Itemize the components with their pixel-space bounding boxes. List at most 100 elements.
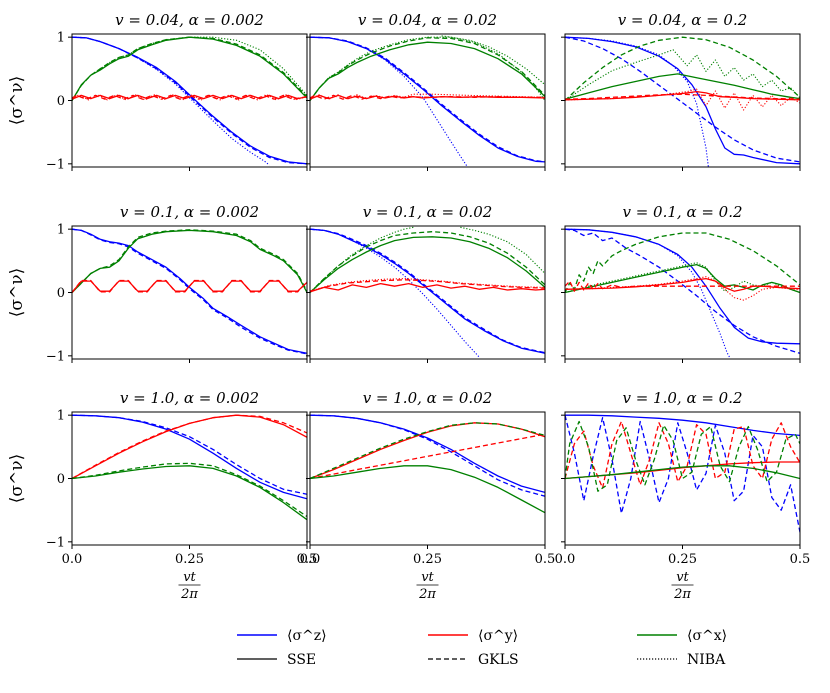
x-tick-label: 0.0 [300, 552, 321, 567]
series-line-z-gkls [565, 415, 800, 533]
axes-frame [71, 411, 308, 546]
axes-frame [71, 33, 308, 168]
panel-grid: v = 0.04, α = 0.002 1 0 −1 ⟨σ^ν⟩ v = 0.04, α … [7, 11, 810, 602]
legend-label: SSE [287, 652, 316, 668]
subplot: v = 1.0, α = 0.02 0.0 0.25 0.5 vt 2π [300, 389, 556, 602]
subplot-title: v = 0.04, α = 0.002 [115, 11, 264, 29]
series-line-y-niba [310, 278, 545, 292]
series-line-x-gkls [565, 232, 800, 293]
series-line-x-gkls [72, 462, 307, 518]
series-line-x-niba [441, 35, 545, 86]
legend-label: ⟨σ^x⟩ [687, 628, 727, 644]
axes-frame [564, 225, 801, 360]
y-tick-label: 0 [57, 286, 65, 301]
x-tick-label: 0.0 [555, 552, 576, 567]
subplot-title: v = 1.0, α = 0.02 [363, 389, 493, 407]
series-line-z-niba [310, 228, 480, 358]
series-line-x-niba [460, 226, 545, 274]
subplot-title: v = 0.1, α = 0.2 [622, 203, 742, 221]
legend-label: ⟨σ^z⟩ [287, 628, 327, 644]
y-tick-label: −1 [46, 535, 65, 550]
series-line-z-sse [565, 36, 800, 165]
subplot: v = 0.04, α = 0.02 [306, 11, 546, 171]
series-line-z-gkls [310, 414, 545, 497]
series-line-z-sse [72, 414, 307, 500]
series-line-y-sse [72, 94, 307, 100]
y-tick-label: 1 [57, 409, 65, 424]
subplot-title: v = 0.04, α = 0.02 [358, 11, 497, 29]
series-line-x-gkls [565, 36, 800, 101]
series-line-z-niba [565, 228, 730, 358]
series-line-y-gkls [310, 94, 545, 100]
subplot: v = 0.1, α = 0.2 [561, 203, 801, 363]
series-line-x-sse [72, 36, 307, 101]
series-line-x-gkls [72, 229, 307, 293]
series-line-x-gkls [565, 420, 800, 492]
x-axis-label-numerator: vt [676, 570, 689, 585]
subplot: v = 0.1, α = 0.002 1 0 −1 ⟨σ^ν⟩ [7, 203, 308, 364]
y-tick-label: 1 [57, 31, 65, 46]
y-tick-label: −1 [46, 157, 65, 172]
series-line-x-niba [310, 226, 414, 293]
series-line-z-sse [72, 36, 307, 165]
series-line-y-sse [72, 414, 307, 480]
axes-frame [309, 33, 546, 168]
series-line-z-sse [310, 414, 545, 494]
subplot-title: v = 0.1, α = 0.002 [120, 203, 259, 221]
series-line-y-sse [310, 422, 545, 480]
y-tick-label: 1 [57, 223, 65, 238]
series-line-y-gkls [72, 279, 307, 293]
subplot-title: v = 0.04, α = 0.2 [618, 11, 748, 29]
series-line-y-gkls [565, 420, 800, 489]
series-line-z-gkls [72, 228, 307, 355]
axes-frame [309, 225, 546, 360]
series-line-y-gkls [565, 280, 800, 292]
series-line-x-sse [565, 465, 800, 480]
series-line-z-niba [310, 36, 468, 167]
x-tick-label: 0.0 [62, 552, 83, 567]
legend: ⟨σ^z⟩ ⟨σ^y⟩ ⟨σ^x⟩ SSE GKLS NIBA [237, 628, 727, 668]
series-line-y-gkls [310, 433, 545, 480]
series-group [72, 36, 307, 166]
series-line-y-gkls [310, 279, 545, 292]
series-line-y-gkls [72, 414, 307, 480]
series-line-y-niba [310, 93, 545, 100]
series-line-x-niba [72, 36, 307, 101]
series-line-z-gkls [310, 36, 545, 163]
y-tick-label: −1 [46, 349, 65, 364]
series-line-x-sse [72, 229, 307, 293]
legend-label: NIBA [687, 652, 726, 668]
series-line-x-sse [565, 73, 800, 100]
series-line-x-sse [72, 465, 307, 521]
series-line-x-sse [310, 41, 545, 101]
subplot-title: v = 1.0, α = 0.2 [622, 389, 742, 407]
series-line-z-sse [565, 414, 800, 437]
series-line-z-sse [310, 228, 545, 354]
x-axis-label-numerator: vt [421, 570, 434, 585]
series-group [72, 414, 307, 521]
legend-label: GKLS [478, 652, 519, 668]
series-line-z-gkls [72, 414, 307, 495]
subplot-title: v = 0.1, α = 0.02 [363, 203, 493, 221]
x-tick-label: 0.25 [413, 552, 442, 567]
x-tick-label: 0.5 [297, 552, 318, 567]
x-axis-label-denominator: 2π [180, 587, 198, 602]
subplot: v = 0.04, α = 0.2 [561, 11, 801, 171]
subplot: v = 1.0, α = 0.2 0.0 0.25 0.5 vt 2π [555, 389, 811, 602]
series-line-y-gkls [72, 94, 307, 100]
axes-frame [71, 225, 308, 360]
subplot: v = 0.04, α = 0.002 1 0 −1 ⟨σ^ν⟩ [7, 11, 308, 172]
x-axis-label-denominator: 2π [673, 587, 691, 602]
y-axis-label: ⟨σ^ν⟩ [7, 268, 27, 317]
x-tick-label: 0.5 [535, 552, 556, 567]
y-axis-label: ⟨σ^ν⟩ [7, 454, 27, 503]
series-line-z-gkls [72, 36, 307, 165]
x-tick-label: 0.25 [175, 552, 204, 567]
series-line-z-gkls [565, 36, 800, 163]
x-axis-label-denominator: 2π [418, 587, 436, 602]
series-line-y-niba [565, 88, 800, 111]
series-group [310, 414, 545, 514]
series-line-x-gkls [72, 36, 307, 101]
subplot: v = 0.1, α = 0.02 [306, 203, 546, 363]
